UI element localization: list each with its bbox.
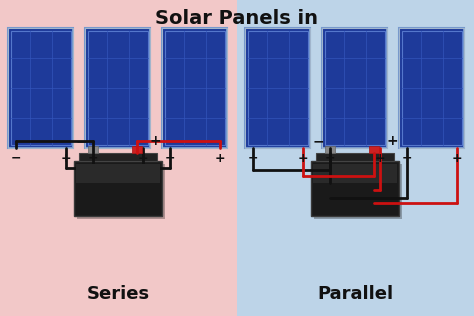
Bar <box>9 28 73 148</box>
Text: +: + <box>60 151 71 165</box>
Text: +: + <box>386 134 398 148</box>
Bar <box>316 153 394 161</box>
Bar <box>77 164 165 219</box>
Bar <box>400 28 465 148</box>
Text: −: − <box>75 134 87 148</box>
Bar <box>76 164 160 183</box>
Text: +: + <box>214 151 225 165</box>
Bar <box>163 28 228 148</box>
Bar <box>246 28 310 148</box>
Bar <box>400 28 465 148</box>
Bar <box>369 146 379 153</box>
Bar <box>311 161 399 216</box>
Polygon shape <box>0 0 237 316</box>
Text: −: − <box>312 134 324 148</box>
Bar <box>322 28 388 148</box>
Bar <box>11 31 71 145</box>
Bar <box>248 31 308 145</box>
Text: −: − <box>402 151 412 165</box>
Text: −: − <box>248 151 258 165</box>
Bar <box>322 28 388 148</box>
Text: +: + <box>451 151 462 165</box>
Bar <box>165 31 225 145</box>
Text: +: + <box>297 151 308 165</box>
Bar <box>132 146 142 153</box>
Bar <box>246 28 310 148</box>
Bar <box>79 153 157 161</box>
Bar <box>325 31 385 145</box>
Bar <box>314 164 402 219</box>
Text: +: + <box>137 151 148 165</box>
Bar <box>88 146 99 153</box>
Bar <box>85 28 151 148</box>
Bar <box>163 28 228 148</box>
Text: −: − <box>325 151 336 165</box>
Text: Solar Panels in: Solar Panels in <box>155 9 319 27</box>
Bar <box>74 161 162 216</box>
Polygon shape <box>237 0 474 316</box>
Text: −: − <box>11 151 21 165</box>
Bar <box>85 28 151 148</box>
Bar <box>325 146 336 153</box>
Bar <box>88 31 148 145</box>
Text: Series: Series <box>86 285 150 303</box>
Bar <box>9 28 73 148</box>
Text: −: − <box>165 151 175 165</box>
Text: +: + <box>149 134 161 148</box>
Text: Parallel: Parallel <box>317 285 393 303</box>
Bar <box>402 31 462 145</box>
Text: +: + <box>374 151 385 165</box>
Bar <box>313 164 397 183</box>
Text: −: − <box>88 151 99 165</box>
